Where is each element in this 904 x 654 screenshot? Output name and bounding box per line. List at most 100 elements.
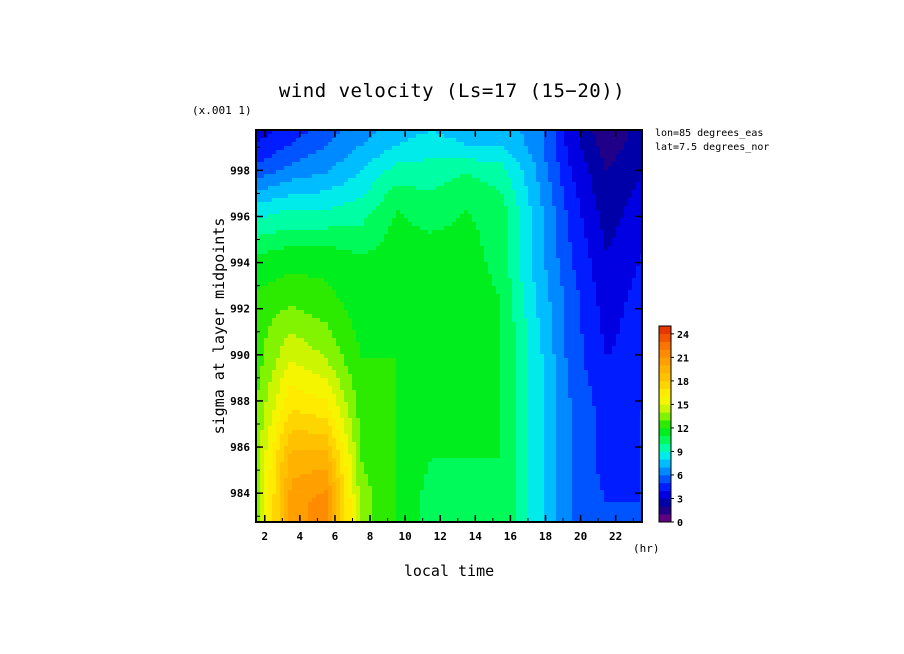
- contour-cell: [520, 238, 525, 243]
- contour-cell: [612, 154, 617, 159]
- contour-cell: [564, 174, 569, 179]
- contour-cell: [432, 138, 437, 143]
- contour-cell: [440, 278, 445, 283]
- contour-cell: [360, 306, 365, 311]
- contour-cell: [568, 290, 573, 295]
- contour-cell: [336, 166, 341, 171]
- contour-cell: [540, 130, 545, 135]
- contour-cell: [324, 330, 329, 335]
- contour-cell: [508, 222, 513, 227]
- contour-cell: [404, 222, 409, 227]
- contour-cell: [304, 258, 309, 263]
- contour-cell: [388, 162, 393, 167]
- contour-cell: [440, 326, 445, 331]
- contour-cell: [392, 162, 397, 167]
- contour-cell: [576, 286, 581, 291]
- contour-cell: [292, 274, 297, 279]
- contour-cell: [400, 274, 405, 279]
- contour-cell: [500, 270, 505, 275]
- contour-cell: [452, 318, 457, 323]
- contour-cell: [372, 182, 377, 187]
- contour-cell: [400, 326, 405, 331]
- contour-cell: [584, 262, 589, 267]
- contour-cell: [316, 138, 321, 143]
- contour-cell: [276, 330, 281, 335]
- contour-cell: [452, 214, 457, 219]
- contour-cell: [420, 282, 425, 287]
- contour-cell: [272, 182, 277, 187]
- contour-cell: [412, 238, 417, 243]
- contour-cell: [308, 174, 313, 179]
- contour-cell: [504, 206, 509, 211]
- contour-cell: [516, 246, 521, 251]
- contour-cell: [552, 178, 557, 183]
- contour-cell: [340, 130, 345, 135]
- contour-cell: [364, 230, 369, 235]
- contour-cell: [308, 326, 313, 331]
- contour-cell: [556, 230, 561, 235]
- contour-cell: [536, 226, 541, 231]
- contour-cell: [468, 242, 473, 247]
- contour-cell: [316, 218, 321, 223]
- contour-cell: [280, 158, 285, 163]
- contour-cell: [536, 222, 541, 227]
- contour-cell: [328, 250, 333, 255]
- contour-cell: [332, 226, 337, 231]
- contour-cell: [612, 306, 617, 311]
- contour-cell: [396, 318, 401, 323]
- contour-cell: [424, 278, 429, 283]
- contour-cell: [528, 178, 533, 183]
- contour-cell: [604, 234, 609, 239]
- contour-cell: [272, 170, 277, 175]
- contour-cell: [392, 310, 397, 315]
- contour-cell: [268, 298, 273, 303]
- contour-cell: [568, 174, 573, 179]
- contour-cell: [588, 202, 593, 207]
- contour-cell: [344, 186, 349, 191]
- contour-cell: [436, 218, 441, 223]
- contour-cell: [480, 194, 485, 199]
- contour-cell: [444, 250, 449, 255]
- contour-cell: [556, 318, 561, 323]
- contour-cell: [636, 158, 641, 163]
- contour-cell: [500, 206, 505, 211]
- contour-cell: [264, 158, 269, 163]
- contour-cell: [412, 334, 417, 339]
- contour-cell: [320, 146, 325, 151]
- contour-cell: [492, 226, 497, 231]
- contour-cell: [288, 258, 293, 263]
- contour-cell: [348, 242, 353, 247]
- contour-cell: [276, 134, 281, 139]
- contour-cell: [344, 290, 349, 295]
- contour-cell: [556, 246, 561, 251]
- contour-cell: [480, 310, 485, 315]
- contour-cell: [604, 218, 609, 223]
- contour-cell: [348, 138, 353, 143]
- contour-cell: [424, 238, 429, 243]
- contour-cell: [372, 134, 377, 139]
- contour-cell: [268, 282, 273, 287]
- contour-cell: [604, 294, 609, 299]
- contour-cell: [304, 154, 309, 159]
- contour-cell: [420, 270, 425, 275]
- contour-cell: [296, 134, 301, 139]
- contour-cell: [412, 142, 417, 147]
- contour-cell: [500, 254, 505, 259]
- contour-cell: [328, 190, 333, 195]
- contour-cell: [404, 250, 409, 255]
- contour-cell: [404, 330, 409, 335]
- contour-cell: [284, 254, 289, 259]
- contour-cell: [420, 262, 425, 267]
- contour-cell: [476, 182, 481, 187]
- contour-cell: [488, 170, 493, 175]
- contour-cell: [472, 258, 477, 263]
- contour-cell: [548, 186, 553, 191]
- contour-cell: [332, 186, 337, 191]
- contour-cell: [624, 178, 629, 183]
- contour-cell: [484, 318, 489, 323]
- contour-cell: [632, 298, 637, 303]
- contour-cell: [424, 182, 429, 187]
- contour-cell: [556, 138, 561, 143]
- contour-cell: [316, 162, 321, 167]
- contour-cell: [540, 194, 545, 199]
